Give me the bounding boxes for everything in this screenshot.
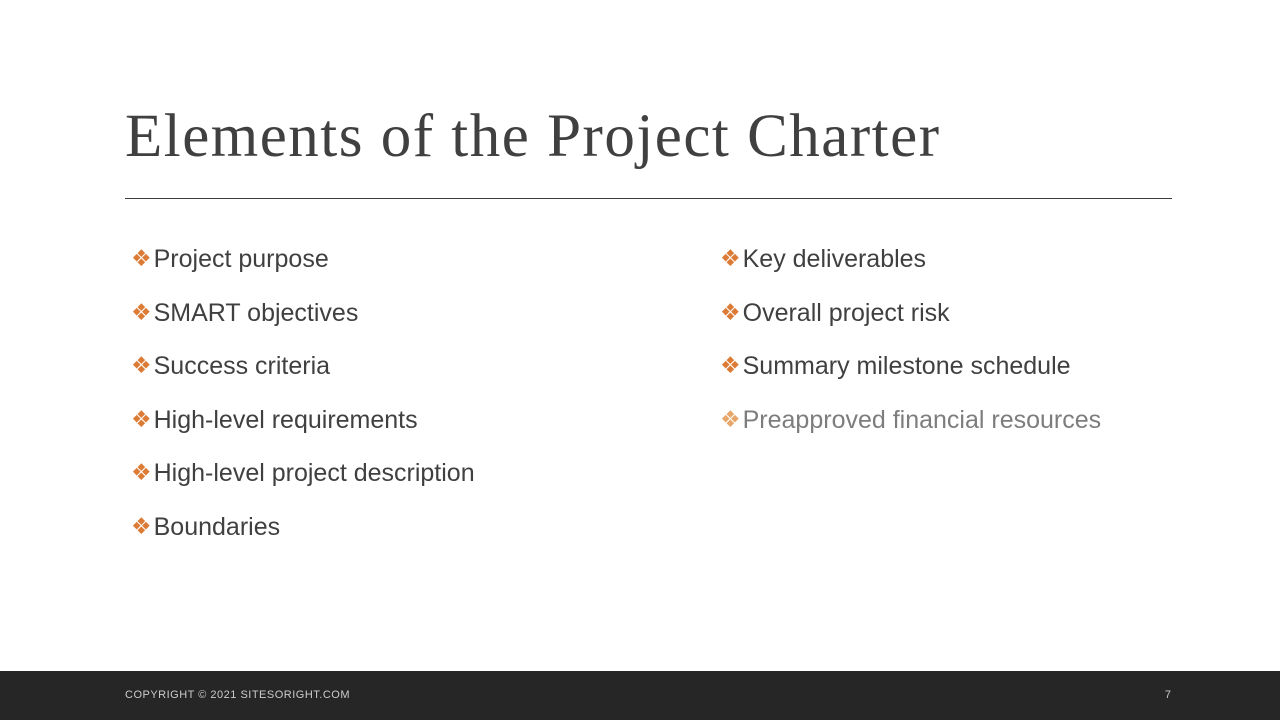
bullet-list-left: ❖ Project purpose ❖ SMART objectives ❖ Succes… [131, 246, 691, 567]
diamond-bullet-icon: ❖ [131, 460, 152, 486]
diamond-bullet-icon: ❖ [720, 353, 741, 379]
diamond-bullet-icon: ❖ [131, 353, 152, 379]
diamond-bullet-icon: ❖ [720, 299, 741, 326]
page-number: 7 [1164, 689, 1171, 701]
list-item-label: Project purpose [153, 245, 329, 273]
diamond-bullet-icon: ❖ [131, 513, 152, 540]
list-item: ❖ Summary milestone schedule [720, 353, 1250, 379]
footer-bar: COPYRIGHT © 2021 SITESORIGHT.COM 7 [0, 671, 1280, 720]
diamond-bullet-icon: ❖ [720, 406, 741, 433]
list-item-label: Overall project risk [742, 298, 950, 327]
list-item-label: High-level project description [153, 459, 475, 487]
list-item: ❖ Key deliverables [720, 246, 1250, 272]
footer-copyright: COPYRIGHT © 2021 SITESORIGHT.COM [125, 689, 350, 701]
diamond-bullet-icon: ❖ [131, 299, 152, 326]
list-item-label: Preapproved financial resources [742, 405, 1102, 434]
list-item: ❖ High-level project description [131, 460, 691, 486]
list-item-label: Boundaries [153, 512, 281, 541]
title-divider-line [125, 198, 1172, 199]
list-item: ❖ Overall project risk [720, 300, 1250, 326]
list-item: ❖ Success criteria [131, 353, 691, 379]
list-item-label: Success criteria [153, 352, 331, 380]
list-item-label: High-level requirements [153, 405, 418, 434]
list-item: ❖ High-level requirements [131, 407, 691, 433]
list-item-label: SMART objectives [153, 298, 359, 327]
list-item: ❖ Preapproved financial resources [720, 407, 1250, 433]
list-item-label: Summary milestone schedule [742, 352, 1071, 380]
list-item: ❖ Project purpose [131, 246, 691, 272]
diamond-bullet-icon: ❖ [131, 406, 152, 433]
list-item: ❖ Boundaries [131, 514, 691, 540]
slide-title: Elements of the Project Charter [125, 103, 941, 170]
diamond-bullet-icon: ❖ [720, 246, 741, 272]
list-item: ❖ SMART objectives [131, 300, 691, 326]
list-item-label: Key deliverables [742, 245, 927, 273]
bullet-list-right: ❖ Key deliverables ❖ Overall project risk ❖ S… [720, 246, 1250, 460]
diamond-bullet-icon: ❖ [131, 246, 152, 272]
